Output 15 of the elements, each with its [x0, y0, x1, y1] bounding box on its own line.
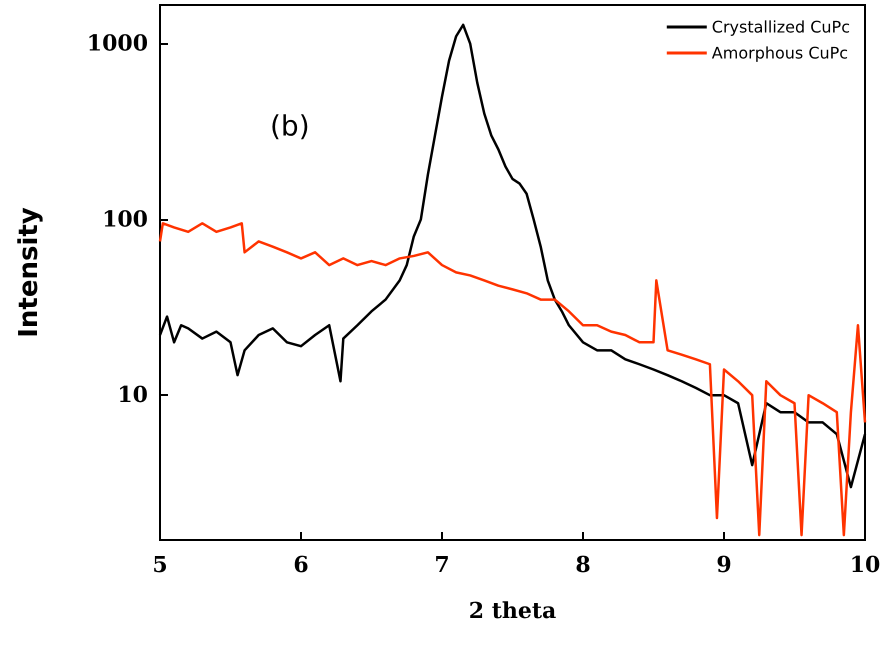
legend-label: Amorphous CuPc [712, 44, 848, 62]
y-tick-label: 100 [102, 206, 148, 232]
x-tick-label: 6 [293, 552, 309, 578]
x-tick-label: 9 [716, 552, 732, 578]
y-tick-label: 10 [117, 382, 148, 408]
x-tick-label: 5 [152, 552, 168, 578]
x-tick-label: 8 [575, 552, 591, 578]
legend-label: Crystallized CuPc [712, 18, 850, 36]
x-tick-label: 10 [850, 552, 880, 578]
y-axis-title: Intensity [14, 207, 44, 338]
annotation: (b) [270, 110, 310, 142]
y-tick-label: 1000 [86, 30, 148, 57]
line-series [158, 222, 866, 536]
x-tick-label: 7 [434, 552, 450, 578]
x-axis-title: 2 theta [468, 598, 556, 624]
